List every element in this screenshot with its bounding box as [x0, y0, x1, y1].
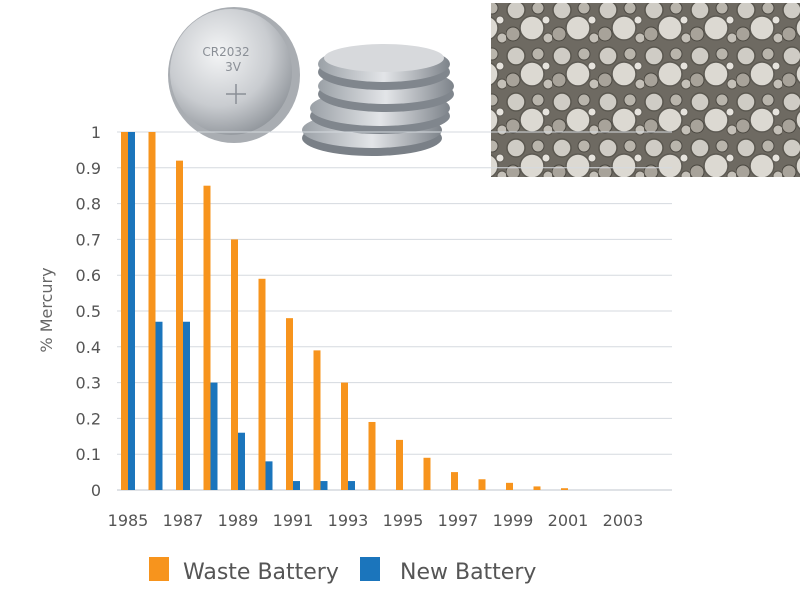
x-tick-label: 1999: [493, 511, 534, 530]
y-axis-ticks: 0 0.1 0.2 0.3 0.4 0.5 0.6 0.7 0.8 0.9 1: [76, 123, 101, 500]
legend: Waste Battery New Battery: [149, 557, 536, 585]
legend-swatch-new: [360, 557, 380, 581]
waste-battery-bar: [286, 318, 293, 490]
waste-battery-bar: [341, 382, 348, 490]
waste-battery-bar: [203, 185, 211, 490]
waste-battery-bar: [258, 278, 266, 490]
y-tick-label: 0.4: [76, 338, 101, 357]
y-tick-label: 0.6: [76, 266, 101, 285]
x-tick-label: 1993: [328, 511, 369, 530]
new-battery-bar: [155, 321, 163, 490]
x-tick-label: 2001: [548, 511, 589, 530]
waste-battery-bar: [121, 132, 128, 490]
y-tick-label: 0.1: [76, 445, 101, 464]
bars: [121, 132, 568, 490]
waste-battery-bar: [533, 486, 541, 490]
x-tick-label: 1987: [163, 511, 204, 530]
waste-battery-bar: [148, 132, 156, 490]
waste-battery-bar: [561, 488, 568, 490]
waste-battery-bar: [451, 472, 458, 490]
new-battery-bar: [320, 481, 328, 490]
new-battery-bar: [210, 382, 218, 490]
coin-voltage-text: 3V: [225, 60, 242, 74]
x-tick-label: 2003: [603, 511, 644, 530]
x-axis-ticks: 1985 1987 1989 1991 1993 1995 1997 1999 2001 2003: [108, 511, 644, 530]
waste-battery-bar: [506, 482, 513, 490]
coin-battery-stack-image: [302, 44, 454, 156]
waste-battery-bar: [231, 239, 238, 490]
y-axis-label: % Mercury: [37, 267, 56, 352]
new-battery-bar: [238, 432, 245, 490]
coin-model-text: CR2032: [202, 45, 249, 59]
new-battery-bar: [348, 481, 355, 490]
new-battery-bar: [183, 321, 190, 490]
x-tick-label: 1985: [108, 511, 149, 530]
y-tick-label: 0.9: [76, 159, 101, 178]
waste-battery-bar: [478, 479, 486, 490]
battery-pile-photo: [491, 3, 800, 177]
y-tick-label: 0.7: [76, 230, 101, 249]
x-tick-label: 1991: [273, 511, 314, 530]
y-tick-label: 0.8: [76, 195, 101, 214]
new-battery-bar: [265, 461, 273, 490]
waste-battery-bar: [423, 457, 431, 490]
legend-swatch-waste: [149, 557, 169, 581]
y-tick-label: 0.5: [76, 302, 101, 321]
x-tick-label: 1989: [218, 511, 259, 530]
y-tick-label: 0.3: [76, 374, 101, 393]
y-tick-label: 0: [91, 481, 101, 500]
waste-battery-bar: [396, 439, 403, 490]
new-battery-bar: [293, 481, 300, 490]
y-tick-label: 0.2: [76, 409, 101, 428]
x-tick-label: 1997: [438, 511, 479, 530]
y-tick-label: 1: [91, 123, 101, 142]
waste-battery-bar: [176, 160, 183, 490]
x-tick-label: 1995: [383, 511, 424, 530]
coin-battery-image: CR2032 3V: [168, 7, 300, 143]
legend-label-new: New Battery: [400, 560, 536, 585]
new-battery-bar: [128, 132, 135, 490]
legend-label-waste: Waste Battery: [183, 560, 339, 585]
grid-lines: [117, 131, 672, 491]
waste-battery-bar: [368, 421, 376, 490]
waste-battery-bar: [313, 350, 321, 490]
